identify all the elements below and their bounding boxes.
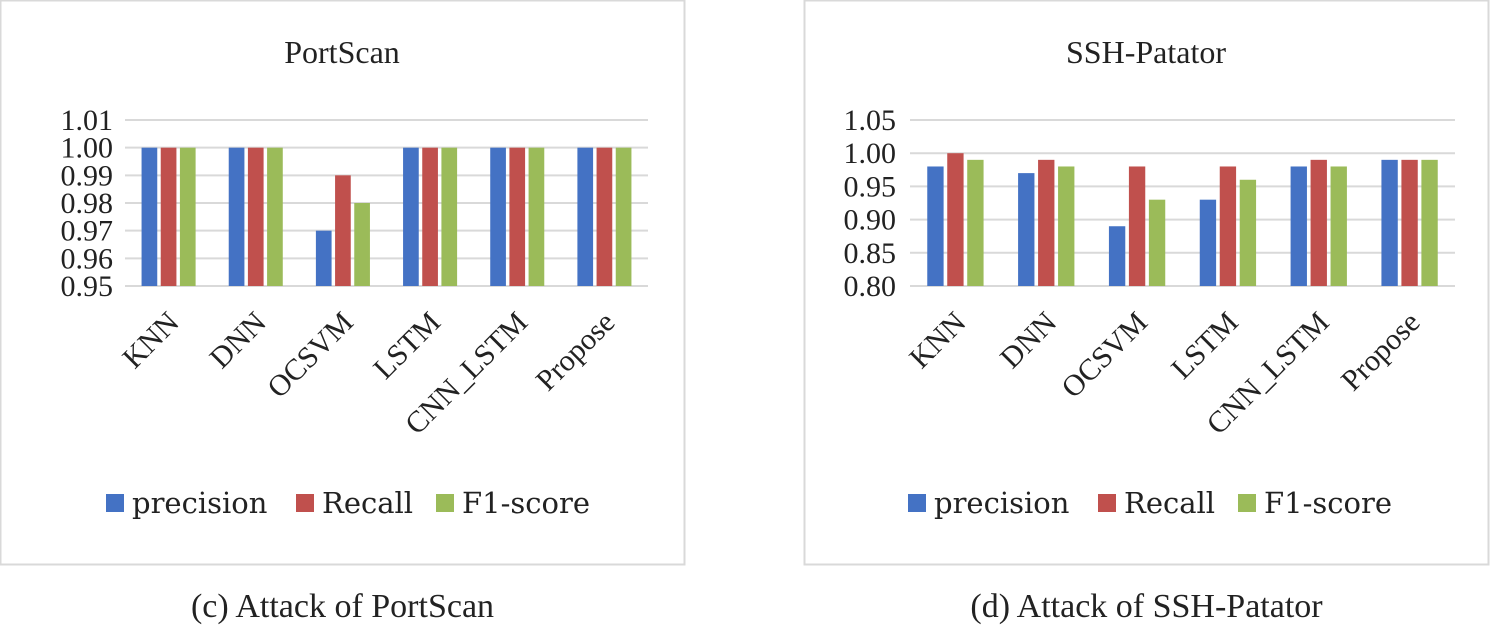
bar-cnn-lstm-f1-score [528, 147, 545, 286]
y-tick-label: 0.80 [844, 270, 897, 303]
bar-propose-precision [1381, 159, 1398, 286]
bar-ocsvm-recall [335, 175, 351, 286]
legend-label-recall: Recall [322, 486, 413, 520]
portscan-caption: (c) Attack of PortScan [190, 588, 495, 625]
bar-propose-recall [596, 147, 613, 286]
bar-cnn-lstm-precision [490, 147, 506, 286]
bar-lstm-precision [1199, 199, 1217, 286]
bar-dnn-recall [1038, 159, 1055, 286]
bar-ocsvm-f1-score [354, 203, 370, 286]
bar-lstm-precision [403, 147, 419, 286]
bar-knn-recall [160, 147, 177, 286]
y-tick-label: 0.99 [61, 159, 114, 192]
y-tick-label: 0.96 [61, 242, 114, 275]
y-tick-label: 0.97 [61, 215, 114, 248]
bar-dnn-precision [228, 147, 245, 286]
legend-swatch-f1-score [436, 494, 454, 512]
bar-lstm-recall [422, 147, 438, 286]
ssh-patator-chart: SSH-Patator 0.80 0.85 0.90 0.95 1.00 1.05 KNN DN… [803, 0, 1490, 566]
legend-swatch-recall [296, 494, 314, 512]
legend-label-precision: precision [132, 486, 267, 520]
bar-propose-f1-score [615, 147, 632, 286]
chart-frame [803, 0, 1490, 566]
bar-knn-precision [927, 166, 944, 286]
bar-propose-precision [577, 147, 594, 286]
bar-propose-f1-score [1421, 159, 1438, 286]
bar-cnn-lstm-precision [1290, 166, 1307, 286]
bar-dnn-f1-score [1058, 166, 1075, 286]
legend-swatch-precision [106, 494, 124, 512]
y-tick-label: 0.98 [61, 187, 114, 220]
ssh-patator-panel: SSH-Patator 0.80 0.85 0.90 0.95 1.00 1.05 KNN DN… [803, 0, 1490, 631]
legend-label-f1-score: F1-score [1264, 486, 1392, 520]
legend-label-recall: Recall [1124, 486, 1215, 520]
bar-cnn-lstm-recall [509, 147, 526, 286]
y-tick-label: 1.05 [844, 104, 897, 137]
bar-cnn-lstm-f1-score [1330, 166, 1347, 286]
legend-swatch-precision [908, 494, 926, 512]
y-tick-label: 1.01 [61, 104, 114, 137]
y-tick-label: 0.90 [844, 204, 897, 237]
portscan-panel: PortScan 0.95 0.96 0.97 0.98 0.99 1.00 1.01 KNN D… [0, 0, 686, 631]
bar-dnn-precision [1018, 173, 1035, 286]
bar-ocsvm-precision [1108, 226, 1126, 286]
bar-propose-recall [1401, 159, 1418, 286]
bar-dnn-f1-score [267, 147, 283, 286]
bar-ocsvm-precision [315, 230, 332, 286]
y-tick-label: 1.00 [844, 137, 897, 170]
bar-lstm-f1-score [441, 147, 458, 286]
bar-cnn-lstm-recall [1310, 159, 1327, 286]
y-tick-label: 1.00 [61, 132, 114, 165]
bar-knn-f1-score [179, 147, 196, 286]
bar-knn-recall [947, 153, 964, 286]
legend-swatch-recall [1098, 494, 1116, 512]
bar-ocsvm-recall [1128, 166, 1146, 286]
y-tick-label: 0.95 [61, 270, 114, 303]
portscan-chart: PortScan 0.95 0.96 0.97 0.98 0.99 1.00 1.01 KNN D… [0, 0, 686, 566]
bar-dnn-recall [247, 147, 264, 286]
bar-lstm-recall [1219, 166, 1237, 286]
chart-title: SSH-Patator [1066, 34, 1226, 70]
y-tick-label: 0.85 [844, 237, 897, 270]
bar-lstm-f1-score [1239, 179, 1257, 286]
bar-ocsvm-f1-score [1148, 199, 1166, 286]
legend-label-f1-score: F1-score [462, 486, 590, 520]
ssh-patator-caption: (d) Attack of SSH-Patator [970, 588, 1323, 625]
bar-knn-precision [141, 147, 158, 286]
legend-label-precision: precision [934, 486, 1069, 520]
legend-swatch-f1-score [1238, 494, 1256, 512]
bar-knn-f1-score [967, 159, 984, 286]
y-tick-label: 0.95 [844, 170, 897, 203]
chart-title: PortScan [284, 34, 400, 70]
